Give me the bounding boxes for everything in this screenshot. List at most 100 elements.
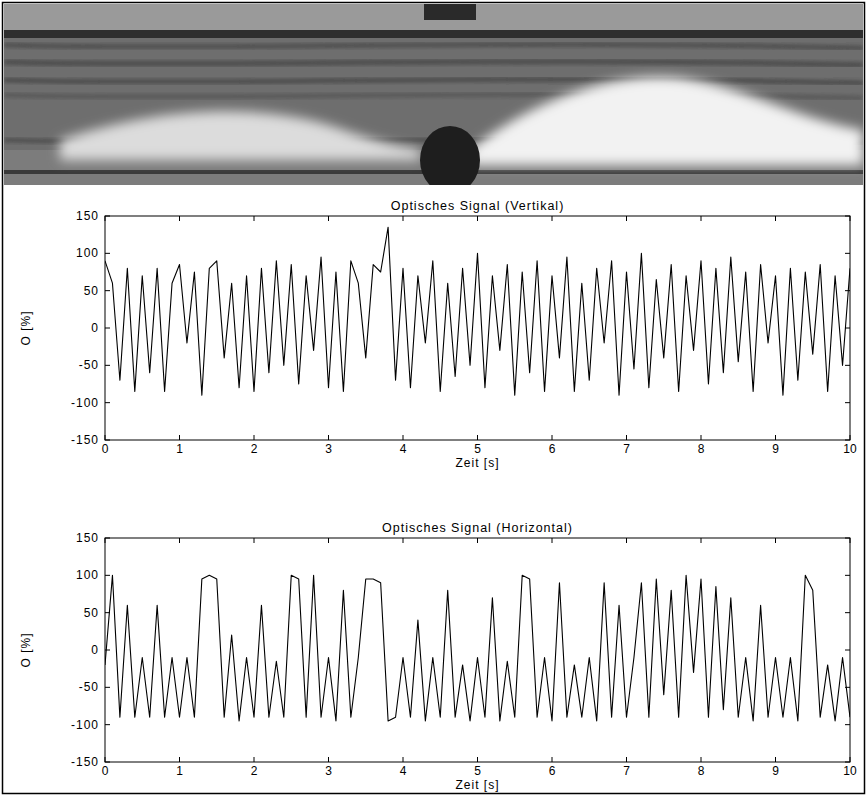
- x-axis-title: Zeit [s]: [455, 456, 499, 470]
- x-tick-label: 0: [102, 442, 109, 456]
- y-tick: [845, 762, 850, 763]
- y-tick: [845, 402, 850, 403]
- x-tick: [179, 216, 180, 221]
- x-tick: [626, 216, 627, 221]
- x-tick: [775, 538, 776, 543]
- x-tick-label: 2: [251, 764, 258, 778]
- y-tick: [105, 724, 110, 725]
- x-tick-label: 8: [698, 764, 705, 778]
- x-tick-label: 10: [843, 442, 857, 456]
- x-tick: [701, 538, 702, 543]
- x-tick: [552, 538, 553, 543]
- x-tick-label: 3: [325, 442, 332, 456]
- x-tick: [254, 216, 255, 221]
- chart: Optisches Signal (Vertikal)-150-100-5005…: [19, 199, 857, 470]
- x-tick-label: 4: [400, 764, 407, 778]
- y-tick: [845, 216, 850, 217]
- x-tick: [477, 538, 478, 543]
- x-tick-label: 6: [549, 442, 556, 456]
- x-tick: [328, 757, 329, 762]
- y-tick-label: 150: [76, 209, 99, 223]
- plot-frame: [105, 538, 850, 762]
- y-tick-label: 50: [84, 284, 99, 298]
- y-tick-label: -100: [71, 718, 99, 732]
- x-tick: [850, 216, 851, 221]
- photo-bubble: [60, 111, 420, 160]
- x-tick: [328, 538, 329, 543]
- y-tick: [845, 440, 850, 441]
- x-tick: [105, 538, 106, 543]
- x-tick-label: 3: [325, 764, 332, 778]
- x-tick-label: 9: [772, 442, 779, 456]
- y-tick: [845, 538, 850, 539]
- y-tick: [845, 253, 850, 254]
- y-tick: [845, 724, 850, 725]
- x-tick: [477, 435, 478, 440]
- outer-frame: [3, 3, 865, 794]
- chart-title: Optisches Signal (Vertikal): [391, 199, 565, 213]
- y-tick-label: -50: [79, 680, 99, 694]
- x-tick: [850, 538, 851, 543]
- y-tick: [845, 575, 850, 576]
- plot-area: [105, 227, 850, 395]
- x-tick: [105, 216, 106, 221]
- x-tick: [179, 538, 180, 543]
- x-tick: [179, 757, 180, 762]
- x-tick: [254, 538, 255, 543]
- x-tick-label: 1: [176, 764, 183, 778]
- photo-probe: [420, 126, 480, 185]
- x-tick: [850, 435, 851, 440]
- x-tick: [328, 435, 329, 440]
- x-tick: [626, 435, 627, 440]
- x-tick: [850, 757, 851, 762]
- y-tick-label: -150: [71, 433, 99, 447]
- x-tick: [105, 757, 106, 762]
- x-tick: [179, 435, 180, 440]
- x-tick: [626, 757, 627, 762]
- y-axis-title: O [%]: [19, 632, 33, 667]
- y-tick: [845, 612, 850, 613]
- x-tick: [254, 757, 255, 762]
- y-tick: [105, 650, 110, 651]
- y-tick: [105, 687, 110, 688]
- x-tick: [328, 216, 329, 221]
- y-tick-label: 100: [76, 568, 99, 582]
- y-tick: [105, 575, 110, 576]
- x-tick: [701, 435, 702, 440]
- x-tick-label: 10: [843, 764, 857, 778]
- x-tick-label: 7: [623, 764, 630, 778]
- x-tick-label: 0: [102, 764, 109, 778]
- y-tick-label: 50: [84, 606, 99, 620]
- y-tick-label: 150: [76, 531, 99, 545]
- y-tick: [105, 762, 110, 763]
- y-tick-label: 0: [91, 643, 99, 657]
- x-axis-title: Zeit [s]: [455, 778, 499, 792]
- y-tick-label: 100: [76, 246, 99, 260]
- x-tick: [552, 757, 553, 762]
- x-tick-label: 5: [474, 764, 481, 778]
- x-tick-label: 7: [623, 442, 630, 456]
- y-tick: [105, 440, 110, 441]
- x-tick-label: 9: [772, 764, 779, 778]
- flow-photo: [4, 4, 863, 185]
- plot-area: [105, 575, 850, 721]
- y-tick: [845, 328, 850, 329]
- figure: Optisches Signal (Vertikal) -150 -100 -50 0 5…: [0, 0, 867, 796]
- x-tick: [403, 435, 404, 440]
- x-tick: [701, 757, 702, 762]
- x-tick: [775, 757, 776, 762]
- y-tick: [845, 290, 850, 291]
- y-axis-title: O [%]: [19, 310, 33, 345]
- x-tick-label: 6: [549, 764, 556, 778]
- y-tick-label: 0: [91, 321, 99, 335]
- x-tick: [775, 435, 776, 440]
- photo-bubble: [470, 77, 863, 165]
- photo-probe: [424, 4, 476, 20]
- x-tick: [403, 538, 404, 543]
- photo-streak: [4, 80, 863, 83]
- x-tick-label: 1: [176, 442, 183, 456]
- chart: Optisches Signal (Horizontal)-150-100-50…: [19, 521, 857, 792]
- plot-frame: [105, 216, 850, 440]
- y-tick: [105, 612, 110, 613]
- x-tick: [552, 435, 553, 440]
